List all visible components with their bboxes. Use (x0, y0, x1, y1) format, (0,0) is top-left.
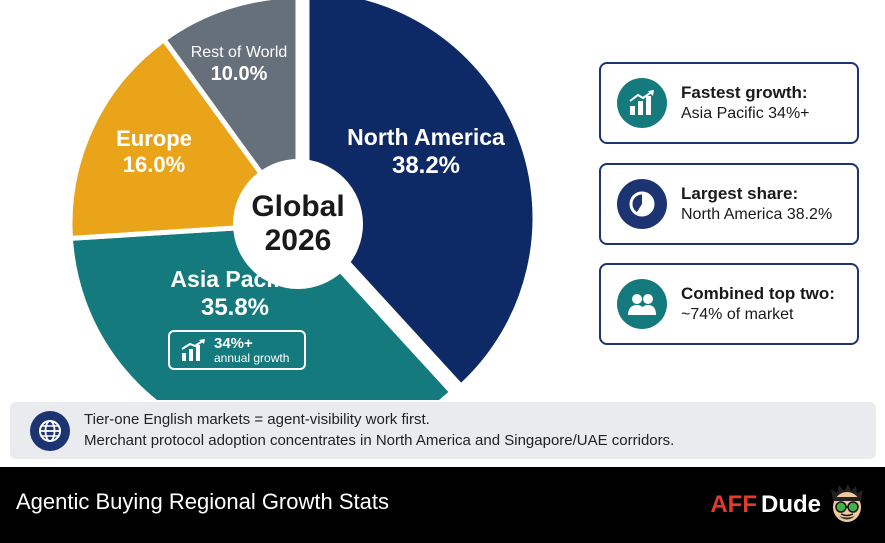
pie-slice-asia-pacific (67, 221, 456, 400)
growth-chart-icon (617, 78, 667, 128)
pie-slice-north-america (304, 0, 538, 390)
note-line-1: Tier-one English markets = agent-visibil… (84, 411, 430, 429)
slice-label-north-america: North America 38.2% (338, 124, 514, 180)
card-title: Fastest growth: (681, 83, 808, 103)
slice-percent: 35.8% (200, 293, 270, 321)
slice-label-europe: Europe 16.0% (94, 126, 214, 179)
growth-chart-icon (181, 339, 205, 361)
pie-center-label: Global 2026 (233, 164, 363, 284)
footer-title: Agentic Buying Regional Growth Stats (16, 489, 389, 514)
globe-icon (30, 410, 70, 451)
pie-slice-rest-of-world (160, 0, 301, 232)
card-title: Combined top two: (681, 284, 835, 304)
note-bar: Tier-one English markets = agent-visibil… (10, 402, 876, 459)
footer: Agentic Buying Regional Growth Stats AFF… (0, 467, 885, 543)
card-combined-top-two: Combined top two: ~74% of market (599, 263, 859, 345)
center-label-line-2: 2026 (264, 224, 332, 257)
growth-badge-text: annual growth (214, 350, 290, 365)
card-value: ~74% of market (681, 305, 794, 323)
center-label-line-1: Global (251, 189, 345, 223)
pie-chart-icon (617, 179, 667, 229)
pie-slice-europe (67, 36, 303, 241)
pie-chart: Global 2026 North America 38.2% Asia Pac… (0, 0, 560, 400)
slice-name: Asia Pacific (170, 266, 300, 292)
mascot-icon (831, 484, 863, 522)
brand-aff: AFF (710, 491, 757, 518)
pie-chart-svg (67, 0, 538, 400)
slice-name: Rest of World (190, 44, 288, 61)
brand-dude: Dude (761, 491, 821, 518)
card-value: Asia Pacific 34%+ (681, 104, 810, 122)
slice-label-asia-pacific: Asia Pacific 35.8% (150, 266, 320, 322)
slice-percent: 10.0% (210, 63, 268, 86)
users-icon (617, 279, 667, 329)
growth-badge: 34%+ annual growth (168, 330, 306, 370)
slice-percent: 38.2% (391, 151, 461, 179)
note-line-2: Merchant protocol adoption concentrates … (84, 431, 675, 449)
card-largest-share: Largest share: North America 38.2% (599, 163, 859, 245)
slice-label-rest-of-world: Rest of World 10.0% (176, 43, 302, 86)
brand-logo: AFF Dude (710, 483, 867, 527)
pie-center-hole (233, 159, 363, 289)
slice-name: North America (347, 124, 505, 150)
slice-name: Europe (116, 126, 192, 151)
card-value: North America 38.2% (681, 205, 833, 223)
slice-percent: 16.0% (122, 152, 186, 178)
growth-badge-value: 34%+ (214, 334, 253, 352)
card-fastest-growth: Fastest growth: Asia Pacific 34%+ (599, 62, 859, 144)
card-title: Largest share: (681, 184, 799, 204)
